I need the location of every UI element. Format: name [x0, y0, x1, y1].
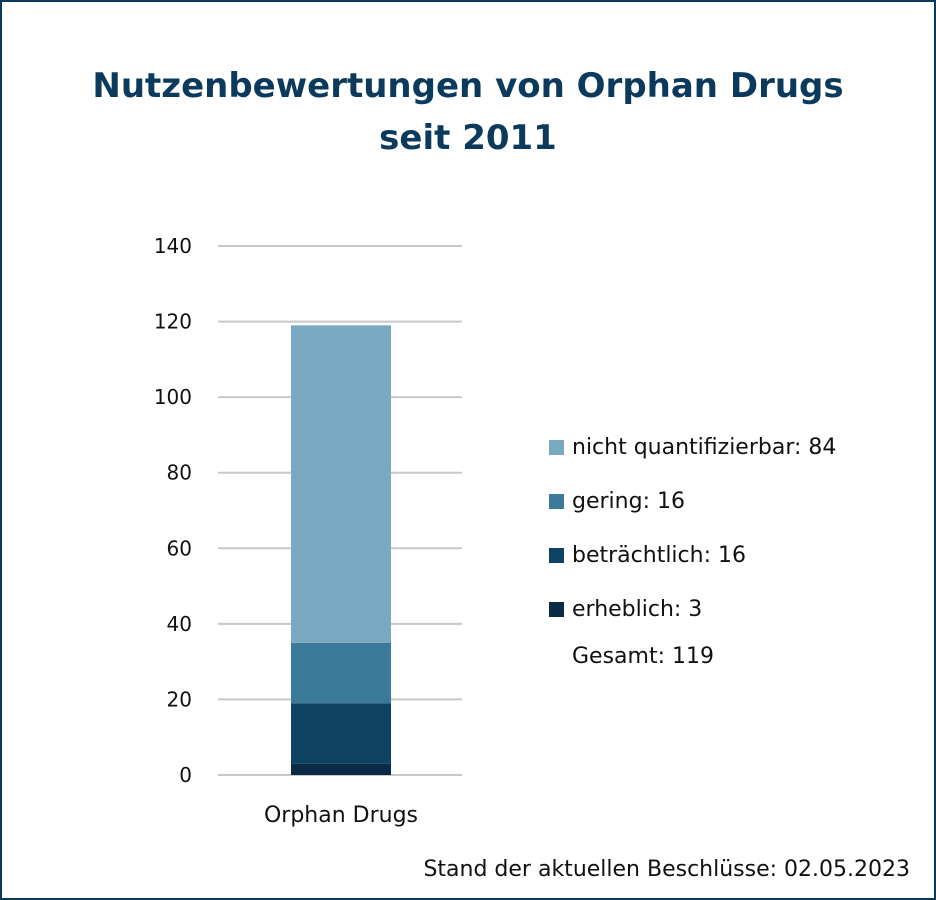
legend-swatch-erheblich — [549, 601, 564, 617]
y-tick-label-40: 40 — [167, 612, 192, 636]
bar-segment-betraechtlich — [291, 703, 391, 764]
legend-swatch-gering — [549, 493, 564, 509]
y-tick-label-100: 100 — [154, 385, 192, 409]
y-tick-label-20: 20 — [167, 687, 192, 711]
bar-segment-nicht-quantifizierbar — [291, 325, 391, 643]
status-date-note: Stand der aktuellen Beschlüsse: 02.05.20… — [423, 857, 910, 882]
bar-segment-gering — [291, 642, 391, 704]
chart-legend: nicht quantifizierbar: 84 gering: 16 bet… — [549, 420, 836, 676]
chart-title: Nutzenbewertungen von Orphan Drugs seit … — [2, 60, 934, 164]
y-tick-label-120: 120 — [154, 310, 192, 334]
chart-title-line-1: Nutzenbewertungen von Orphan Drugs — [92, 66, 844, 106]
y-tick-label-60: 60 — [167, 536, 192, 560]
legend-item-nicht-quantifizierbar: nicht quantifizierbar: 84 — [549, 420, 836, 474]
legend-swatch-nicht-quantifizierbar — [549, 439, 564, 455]
legend-item-gering: gering: 16 — [549, 474, 836, 528]
legend-total: Gesamt: 119 — [572, 643, 714, 669]
legend-item-erheblich: erheblich: 3 — [549, 582, 836, 636]
legend-label-gering: gering: 16 — [572, 488, 685, 514]
y-tick-label-140: 140 — [154, 234, 192, 258]
legend-item-betraechtlich: beträchtlich: 16 — [549, 528, 836, 582]
x-category-label: Orphan Drugs — [264, 803, 418, 828]
y-tick-label-0: 0 — [179, 763, 192, 787]
legend-swatch-betraechtlich — [549, 547, 564, 563]
y-tick-label-80: 80 — [167, 461, 192, 485]
chart-title-line-2: seit 2011 — [379, 118, 557, 158]
legend-label-betraechtlich: beträchtlich: 16 — [572, 542, 746, 568]
legend-label-nicht-quantifizierbar: nicht quantifizierbar: 84 — [572, 434, 837, 460]
bar-segment-erheblich — [291, 763, 391, 775]
legend-label-erheblich: erheblich: 3 — [572, 596, 703, 622]
